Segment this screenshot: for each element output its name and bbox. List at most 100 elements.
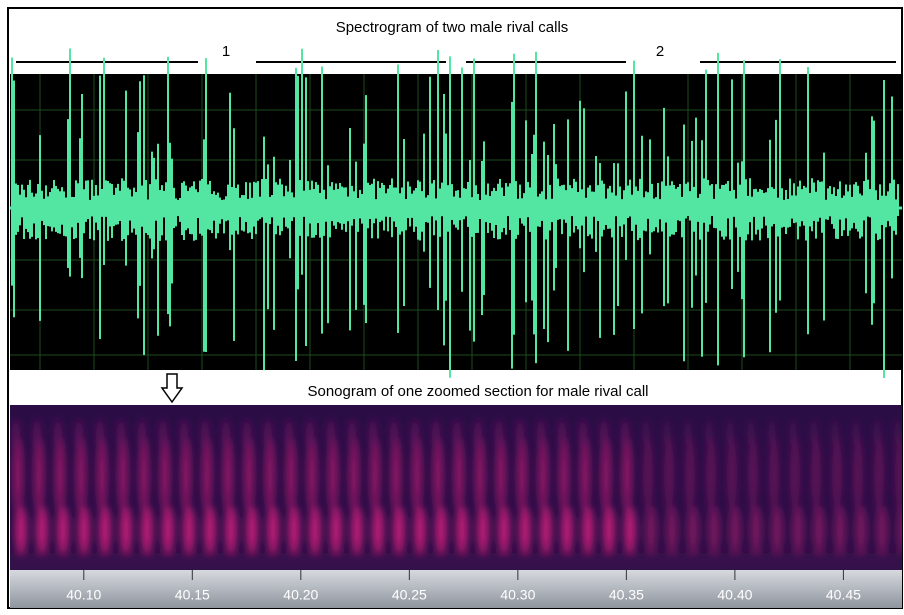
sonogram-band (663, 419, 671, 447)
sonogram-band (666, 506, 678, 554)
sonogram-band (621, 419, 629, 447)
sonogram-band (855, 506, 867, 554)
sonogram-band (309, 506, 321, 554)
sonogram-band (769, 437, 779, 513)
sonogram-band (223, 437, 233, 513)
sonogram-band (288, 506, 300, 554)
sonogram-band (685, 437, 695, 513)
sonogram-band (96, 419, 104, 447)
sonogram-band (811, 437, 821, 513)
sonogram-band (75, 419, 83, 447)
sonogram-band (582, 506, 594, 554)
sonogram-band (474, 419, 482, 447)
sonogram-band (138, 419, 146, 447)
sonogram-band (516, 419, 524, 447)
sonogram-band (159, 419, 167, 447)
call-marker: 2 (656, 43, 664, 60)
sonogram-band (601, 437, 611, 513)
sonogram-band (118, 437, 128, 513)
sonogram-band (55, 437, 65, 513)
sonogram-band (750, 506, 762, 554)
sonogram-band (876, 506, 888, 554)
sonogram-band (327, 419, 335, 447)
sonogram-band (495, 419, 503, 447)
tick-label: 40.25 (392, 587, 427, 603)
sonogram-band (351, 506, 363, 554)
sonogram-band (246, 506, 258, 554)
sonogram-band (622, 437, 632, 513)
sonogram-band (306, 419, 314, 447)
sonogram-band (519, 506, 531, 554)
tick-label: 40.15 (175, 587, 210, 603)
sonogram-band (874, 437, 884, 513)
sonogram-band (792, 506, 804, 554)
sonogram-band (580, 437, 590, 513)
sonogram-band (726, 419, 734, 447)
sonogram-band (453, 419, 461, 447)
sonogram-band (180, 419, 188, 447)
title: Spectrogram of two male rival calls (336, 19, 569, 36)
sonogram-band (624, 506, 636, 554)
sonogram-band (411, 419, 419, 447)
sonogram-band (286, 437, 296, 513)
sonogram-band (307, 437, 317, 513)
sonogram-band (454, 437, 464, 513)
sonogram-band (664, 437, 674, 513)
sonogram-band (412, 437, 422, 513)
sonogram-band (12, 419, 20, 447)
sonogram-band (435, 506, 447, 554)
sonogram-band (36, 506, 48, 554)
sonogram-band (370, 437, 380, 513)
sonogram-band (498, 506, 510, 554)
sonogram-band (225, 506, 237, 554)
sonogram-band (414, 506, 426, 554)
sonogram-band (810, 419, 818, 447)
sonogram-band (433, 437, 443, 513)
sonogram-band (603, 506, 615, 554)
sonogram-band (139, 437, 149, 513)
tick-label: 40.10 (66, 587, 101, 603)
sonogram-band (390, 419, 398, 447)
sonogram-band (117, 419, 125, 447)
sonogram-band (768, 419, 776, 447)
sonogram-band (244, 437, 254, 513)
sonogram-band (181, 437, 191, 513)
sonogram-band (727, 437, 737, 513)
sonogram-band (832, 437, 842, 513)
sonogram-band (643, 437, 653, 513)
sonogram-band (537, 419, 545, 447)
sonogram-band (76, 437, 86, 513)
sonogram-band (558, 419, 566, 447)
sonogram-band (538, 437, 548, 513)
sonogram-band (265, 437, 275, 513)
sonogram-band (561, 506, 573, 554)
time-axis (10, 570, 902, 608)
sonogram-band (393, 506, 405, 554)
sonogram-band (645, 506, 657, 554)
sonogram-band (264, 419, 272, 447)
sonogram-band (160, 437, 170, 513)
sonogram-band (78, 506, 90, 554)
sonogram-band (475, 437, 485, 513)
sonogram-band (204, 506, 216, 554)
sonogram-band (57, 506, 69, 554)
sonogram-band (771, 506, 783, 554)
sonogram-band (372, 506, 384, 554)
sonogram-band (391, 437, 401, 513)
sonogram-band (183, 506, 195, 554)
sonogram-floor (10, 553, 902, 570)
tick-label: 40.40 (717, 587, 752, 603)
sonogram-band (15, 506, 27, 554)
sonogram-band (201, 419, 209, 447)
screen: Spectrogram of two male rival calls 1 2 … (0, 0, 904, 610)
tick-label: 40.35 (609, 587, 644, 603)
sonogram-band (13, 437, 23, 513)
tick-label: 40.30 (500, 587, 535, 603)
sonogram-band (540, 506, 552, 554)
sonogram-band (873, 419, 881, 447)
call-marker: 1 (222, 43, 230, 60)
sonogram-band (456, 506, 468, 554)
sonogram-band (477, 506, 489, 554)
sonogram-band (99, 506, 111, 554)
sonogram-band (496, 437, 506, 513)
